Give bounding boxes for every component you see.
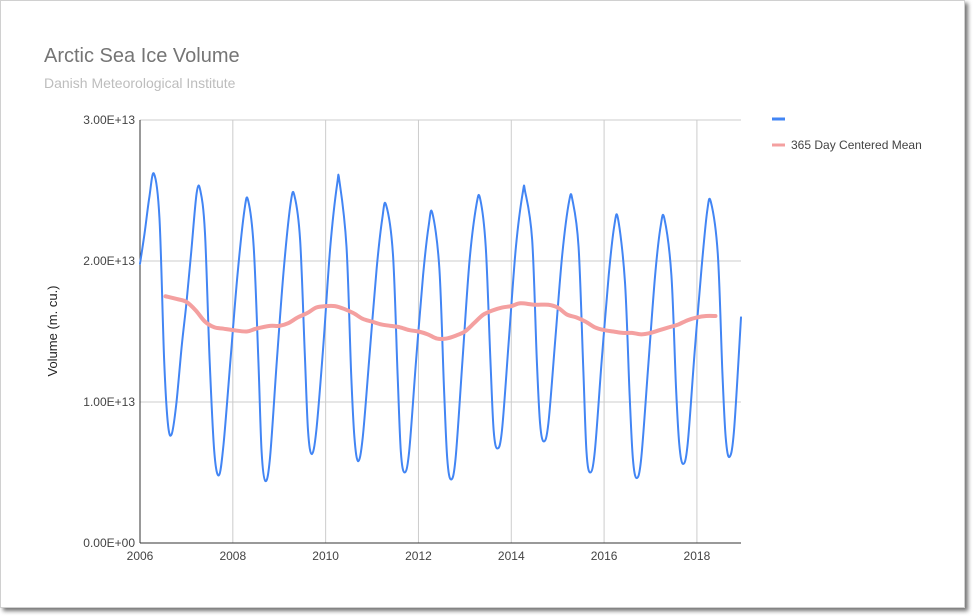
- x-tick-label: 2014: [498, 549, 525, 563]
- axes: 0.00E+00 1.00E+13 2.00E+13 3.00E+13 2006 2008…: [83, 113, 741, 563]
- x-tick-label: 2008: [219, 549, 246, 563]
- y-axis-title: Volume (m. cu.): [45, 285, 60, 376]
- legend[interactable]: 365 Day Centered Mean: [772, 117, 922, 152]
- series-line-2[interactable]: [163, 294, 718, 341]
- x-tick-label: 2006: [127, 549, 154, 563]
- y-tick-label: 2.00E+13: [83, 254, 135, 268]
- chart-card: Arctic Sea Ice Volume Danish Meteorologi…: [0, 0, 965, 608]
- y-tick-label: 1.00E+13: [83, 395, 135, 409]
- y-tick-label: 0.00E+00: [83, 536, 135, 550]
- x-tick-label: 2016: [591, 549, 618, 563]
- y-tick-label: 3.00E+13: [83, 113, 135, 127]
- x-tick-label: 2018: [684, 549, 711, 563]
- x-tick-label: 2012: [405, 549, 432, 563]
- x-tick-label: 2010: [312, 549, 339, 563]
- series-layer: [139, 172, 742, 483]
- chart-title: Arctic Sea Ice Volume: [44, 45, 240, 67]
- series-line-1[interactable]: [139, 172, 742, 483]
- legend-label-2: 365 Day Centered Mean: [791, 138, 922, 152]
- grid-lines: [140, 119, 741, 543]
- chart-subtitle: Danish Meteorological Institute: [44, 75, 236, 91]
- line-chart: 0.00E+00 1.00E+13 2.00E+13 3.00E+13 2006 2008…: [45, 113, 922, 563]
